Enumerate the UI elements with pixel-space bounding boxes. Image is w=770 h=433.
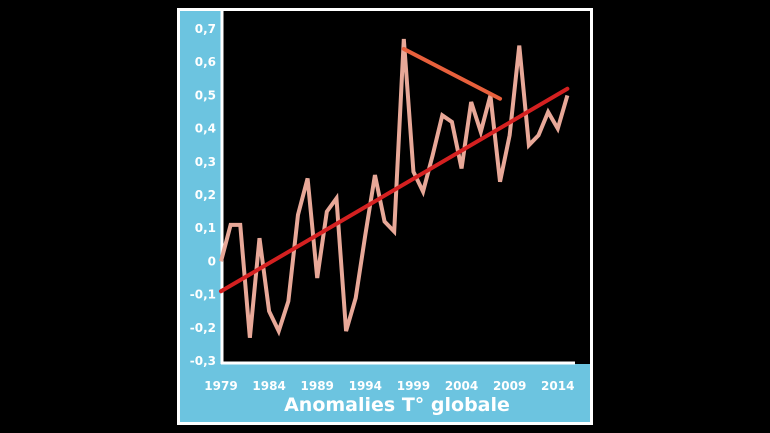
- pause-trend-line: [401, 46, 503, 101]
- y-axis-band: [180, 11, 221, 422]
- x-tick-label: 2014: [541, 379, 574, 393]
- y-tick-label: 0,2: [195, 188, 216, 202]
- y-tick-label: -0,3: [190, 354, 216, 368]
- y-tick-label: 0,1: [195, 221, 216, 235]
- y-tick-label: 0,7: [195, 22, 216, 36]
- x-tick-label: 1999: [397, 379, 430, 393]
- trend-line: [219, 86, 570, 294]
- x-tick-label: 2009: [493, 379, 526, 393]
- y-tick-label: -0,2: [190, 321, 216, 335]
- y-tick-label: -0,1: [190, 288, 216, 302]
- x-tick-label: 1989: [301, 379, 334, 393]
- chart-svg: 0,7 0,6 0,5 0,4 0,3 0,2 0,1 0 -0,1 -0,2 -0,3 1979 19…: [180, 11, 590, 422]
- x-tick-label: 1984: [252, 379, 285, 393]
- series-line: [219, 38, 570, 338]
- x-tick-label: 1994: [349, 379, 382, 393]
- y-tick-label: 0: [208, 254, 216, 268]
- chart-frame: 0,7 0,6 0,5 0,4 0,3 0,2 0,1 0 -0,1 -0,2 -0,3 1979 19…: [177, 8, 593, 425]
- x-axis-band: [180, 364, 590, 422]
- y-tick-label: 0,4: [195, 122, 216, 136]
- x-tick-label: 1979: [204, 379, 237, 393]
- y-tick-label: 0,5: [195, 88, 216, 102]
- x-tick-label: 2004: [445, 379, 478, 393]
- chart-title: Anomalies T° globale: [284, 394, 510, 416]
- y-tick-label: 0,6: [195, 55, 216, 69]
- y-tick-label: 0,3: [195, 155, 216, 169]
